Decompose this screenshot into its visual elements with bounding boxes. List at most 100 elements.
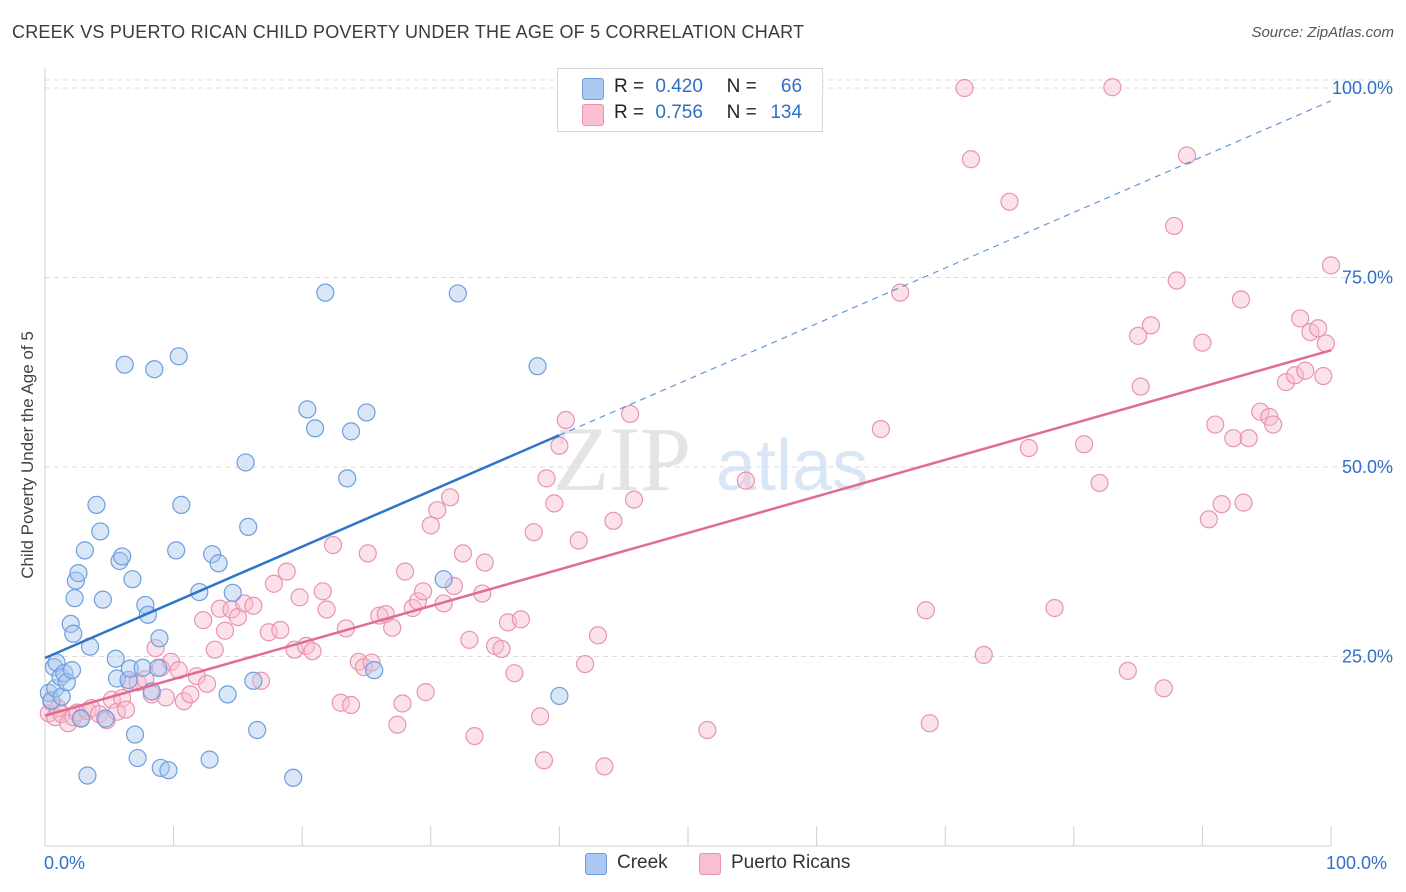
puerto-ricans-point [264,574,284,593]
puerto-ricans-point [146,639,165,658]
creek-point [200,750,219,769]
creek-point [357,403,376,422]
puerto-ricans-point [197,674,217,693]
puerto-ricans-point [416,683,435,702]
puerto-ricans-point [1103,78,1122,97]
puerto-ricans-point [413,582,433,601]
puerto-ricans-point [460,630,479,649]
puerto-ricans-point [1118,661,1137,681]
creek-point [284,768,303,787]
x-tick-label-0: 0.0% [44,853,86,873]
creek-point [305,419,325,438]
puerto-ricans-point [444,576,464,596]
creek-point [107,669,127,688]
pr-r-label: R = [614,102,645,123]
chart-title: CREEK VS PUERTO RICAN CHILD POVERTY UNDE… [12,22,805,42]
puerto-ricans-point [1316,334,1335,353]
legend-creek-text: R = 0.420 N = 66 [614,76,802,98]
puerto-ricans-point [1212,495,1231,514]
creek-point [52,687,71,706]
puerto-ricans-point [116,700,136,719]
creek-point [167,541,186,560]
puerto-ricans-point [421,516,440,535]
creek-point [145,360,164,379]
puerto-ricans-point [545,494,564,513]
y-tick-label-75: 75.0% [1342,268,1393,288]
puerto-ricans-point [1234,493,1253,512]
puerto-ricans-point [475,553,494,572]
puerto-ricans-point [524,523,543,542]
creek-point [125,725,145,744]
puerto-ricans-point [624,490,644,509]
creek-point [341,422,361,441]
y-axis-label: Child Poverty Under the Age of 5 [18,331,37,579]
puerto-ricans-trend-line [44,349,1332,717]
puerto-ricans-point [891,283,910,302]
creek-point [203,545,222,564]
puerto-ricans-point [1177,146,1197,165]
puerto-ricans-point [313,582,332,601]
puerto-ricans-point [621,404,640,424]
puerto-ricans-point [251,671,271,690]
y-tick-label-100: 100.0% [1332,78,1393,98]
legend-pr-text: R = 0.756 N = 134 [614,102,802,124]
puerto-ricans-point [974,645,993,665]
puerto-ricans-point [440,488,460,507]
creek-point [365,661,384,680]
puerto-ricans-point [588,626,608,645]
puerto-ricans-point [1224,429,1243,448]
creek-point [528,357,547,376]
creek-trend-line [44,434,560,660]
puerto-ricans-point [1231,290,1251,309]
puerto-ricans-point [194,611,213,630]
y-tick-label-50: 50.0% [1342,457,1393,477]
creek-point [209,554,228,573]
puerto-ricans-point [1285,366,1305,385]
creek-r-label: R = [614,76,645,97]
puerto-ricans-swatch [582,104,604,126]
creek-point [71,709,91,728]
creek-trend-extension [559,100,1332,436]
creek-point [239,517,258,536]
creek-swatch [582,78,604,100]
bottom-pr-swatch [699,853,721,875]
puerto-ricans-point [1090,473,1109,493]
puerto-ricans-point [576,654,595,674]
puerto-ricans-point [1309,319,1328,338]
puerto-ricans-point [358,544,377,563]
puerto-ricans-point [277,562,296,581]
puerto-ricans-point [698,720,717,740]
creek-point [113,547,132,566]
puerto-ricans-point [1199,510,1218,529]
puerto-ricans-point [290,588,309,607]
puerto-ricans-point [181,685,200,704]
creek-point [106,649,125,668]
creek-point [64,624,83,643]
puerto-ricans-point [604,511,623,530]
puerto-ricans-point [349,652,368,671]
puerto-ricans-point [550,436,569,455]
creek-point [128,748,147,768]
puerto-ricans-point [1193,333,1212,352]
puerto-ricans-point [1154,679,1173,698]
puerto-ricans-point [531,707,550,726]
puerto-ricans-point [1251,402,1270,421]
puerto-ricans-point [1000,192,1019,211]
puerto-ricans-point [205,640,224,659]
puerto-ricans-point [303,642,322,661]
puerto-ricans-point [534,751,554,770]
puerto-ricans-point [1019,438,1038,458]
puerto-ricans-point [492,639,511,659]
bottom-creek-swatch [585,853,607,875]
creek-point [248,720,267,740]
puerto-ricans-point [569,531,588,550]
creek-point [223,583,242,602]
puerto-ricans-point [428,501,447,520]
creek-point [169,347,188,366]
puerto-ricans-point [1264,415,1283,434]
puerto-ricans-point [511,610,530,629]
source-label: Source: ZipAtlas.com [1251,24,1394,41]
puerto-ricans-point [1074,435,1094,454]
creek-point [69,564,88,583]
